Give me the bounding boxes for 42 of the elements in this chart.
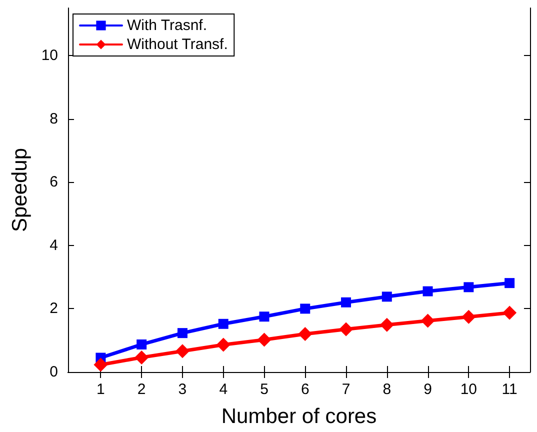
legend-label: With Trasnf.	[127, 17, 208, 34]
x-tick-label: 5	[260, 381, 268, 398]
point	[422, 286, 433, 296]
point	[380, 318, 394, 332]
y-axis-title: Speedup	[8, 148, 32, 232]
x-tick-label: 10	[460, 381, 478, 398]
point	[298, 327, 312, 342]
point	[177, 328, 188, 338]
point	[134, 350, 149, 364]
y-tick-label: 4	[50, 236, 58, 254]
y-tick-label: 6	[50, 174, 58, 191]
legend-label: Without Transf.	[127, 36, 228, 53]
point	[339, 322, 354, 336]
point	[502, 306, 517, 320]
x-axis-title: Number of cores	[221, 405, 377, 428]
y-tick-label: 0	[50, 364, 58, 380]
point	[504, 278, 515, 288]
x-tick-label: 8	[382, 381, 392, 398]
point	[382, 292, 392, 302]
point	[136, 339, 147, 350]
x-tick-label: 3	[178, 381, 187, 398]
point	[341, 297, 352, 308]
x-tick-label: 9	[424, 381, 432, 398]
point	[216, 338, 230, 352]
point	[94, 358, 108, 372]
point	[420, 314, 435, 328]
x-tick-label: 1	[96, 381, 105, 398]
y-tick-label: 10	[41, 46, 58, 64]
point	[462, 310, 476, 324]
y-tick-label: 2	[50, 300, 58, 318]
point	[175, 344, 190, 358]
x-tick-label: 6	[300, 381, 310, 398]
x-tick-label: 2	[137, 381, 146, 398]
point	[259, 312, 270, 322]
point	[300, 304, 310, 314]
point	[218, 318, 228, 329]
x-tick-label: 7	[342, 381, 350, 398]
x-tick-label: 11	[502, 381, 518, 398]
point	[464, 282, 474, 292]
x-tick-label: 4	[219, 381, 228, 398]
point	[257, 332, 272, 347]
y-tick-label: 8	[50, 110, 58, 128]
